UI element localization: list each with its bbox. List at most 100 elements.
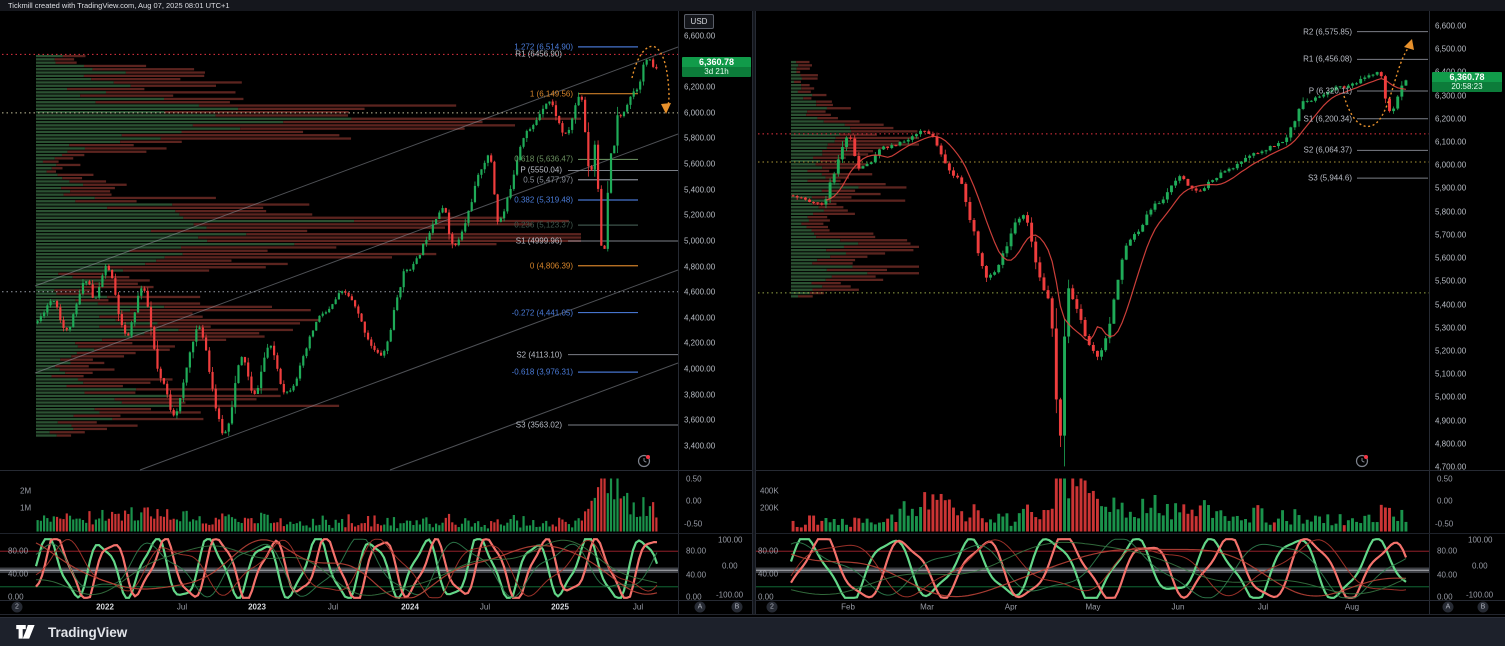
stoch-scale-label: 80.00 — [686, 546, 707, 556]
time-axis-button-2[interactable]: 2 — [11, 601, 23, 613]
fib-level-label[interactable]: 1.272 (6,514.90) — [514, 42, 573, 52]
price-axis-label: 4,200.00 — [684, 338, 716, 348]
currency-toggle-button[interactable]: USD — [684, 14, 714, 29]
pivot-level-label[interactable]: S1 (6,200.34) — [1303, 114, 1352, 124]
oscillator-scale-label: -0.50 — [684, 519, 703, 529]
pivot-level-label[interactable]: S3 (5,944.6) — [1307, 173, 1352, 183]
last-price-badge-right[interactable]: 6,360.78 20:58:23 — [1432, 71, 1502, 93]
footer-bar: TradingView — [0, 617, 1505, 646]
time-axis-button-b[interactable]: B — [1477, 601, 1489, 613]
price-axis-label: 5,600.00 — [684, 159, 716, 169]
pivot-level-label[interactable]: R1 (6,456.08) — [1303, 54, 1352, 64]
oscillator-scale-label: 0.00 — [686, 496, 702, 506]
time-axis-label: 2024 — [401, 602, 419, 612]
stoch-scale-label: 0.00 — [1437, 592, 1453, 602]
stoch-outer-scale-label: 100.00 — [718, 535, 743, 545]
oscillator-scale-label: 0.50 — [686, 474, 702, 484]
price-axis-label: 6,600.00 — [1435, 21, 1467, 31]
pivot-level-label[interactable]: S1 (4999.96) — [515, 236, 562, 246]
price-axis-label: 3,400.00 — [684, 441, 716, 451]
price-axis-label: 5,800.00 — [1435, 207, 1467, 217]
stoch-outer-scale-label: -100.00 — [1466, 590, 1494, 600]
price-axis-label: 4,600.00 — [684, 287, 716, 297]
chart-header-bar: Tickmill created with TradingView.com, A… — [0, 0, 1505, 11]
time-axis-button-b[interactable]: B — [731, 601, 743, 613]
last-price-value: 6,360.78 — [682, 56, 751, 68]
pivot-level-label[interactable]: R1 (6456.90) — [515, 49, 562, 59]
stoch-scale-label: 40.00 — [758, 569, 779, 579]
time-axis-label: 2023 — [248, 602, 266, 612]
pivot-level-label[interactable]: S2 (6,064.37) — [1303, 145, 1352, 155]
price-axis-label: 3,600.00 — [684, 415, 716, 425]
pivot-level-label[interactable]: S3 (3563.02) — [515, 420, 562, 430]
fib-level-label[interactable]: 0.618 (5,636.47) — [514, 154, 573, 164]
fib-level-label[interactable]: 0 (4,806.39) — [529, 261, 573, 271]
price-axis-label: 5,200.00 — [684, 210, 716, 220]
fib-level-label[interactable]: 0.382 (5,319.48) — [514, 195, 573, 205]
pivot-level-label[interactable]: S2 (4113.10) — [516, 350, 562, 360]
price-axis-label: 6,000.00 — [684, 108, 716, 118]
stoch-scale-label: 40.00 — [686, 570, 707, 580]
price-axis-label: 4,800.00 — [1435, 439, 1467, 449]
time-axis-button-a[interactable]: A — [694, 601, 706, 613]
last-price-badge-left[interactable]: 6,360.78 3d 21h — [682, 56, 751, 78]
price-axis-label: 5,400.00 — [684, 185, 716, 195]
time-axis-button-a[interactable]: A — [1442, 601, 1454, 613]
time-axis-label: 2025 — [551, 602, 569, 612]
fib-level-label[interactable]: -0.272 (4,441.05) — [511, 308, 573, 318]
price-axis-label: 6,200.00 — [1435, 114, 1467, 124]
volume-scale-label: 1M — [20, 503, 32, 513]
stoch-outer-scale-label: 0.00 — [1472, 561, 1488, 571]
stoch-outer-scale-label: -100.00 — [716, 590, 744, 600]
time-axis-label: Jul — [327, 602, 339, 612]
price-axis-label: 4,700.00 — [1435, 462, 1467, 472]
oscillator-scale-label: 0.50 — [1437, 474, 1453, 484]
stoch-outer-scale-label: 0.00 — [722, 561, 738, 571]
time-axis-label: Apr — [1004, 602, 1018, 612]
stoch-scale-label: 0.00 — [758, 592, 774, 602]
price-axis-label: 3,800.00 — [684, 390, 716, 400]
volume-scale-label: 400K — [760, 486, 779, 496]
price-axis-label: 4,400.00 — [684, 313, 716, 323]
time-axis-label: 2022 — [96, 602, 114, 612]
time-axis-button-2[interactable]: 2 — [766, 601, 778, 613]
stoch-scale-label: 0.00 — [8, 592, 24, 602]
stoch-scale-label: 80.00 — [1437, 546, 1458, 556]
header-title: Tickmill created with TradingView.com, A… — [8, 1, 230, 10]
price-axis-label: 6,100.00 — [1435, 137, 1467, 147]
pivot-level-label[interactable]: P (5550.04) — [520, 165, 562, 175]
tradingview-logo-link[interactable]: TradingView — [16, 624, 128, 640]
pivot-level-label[interactable]: R2 (6,575.85) — [1303, 27, 1352, 37]
time-axis-label: Jul — [176, 602, 188, 612]
time-axis-label: Jul — [479, 602, 491, 612]
volume-scale-label: 2M — [20, 486, 32, 496]
last-price-value: 6,360.78 — [1432, 71, 1502, 83]
volume-scale-label: 200K — [760, 503, 779, 513]
price-axis-label: 6,600.00 — [684, 31, 716, 41]
time-axis-label: Aug — [1344, 602, 1360, 612]
price-axis-label: 5,300.00 — [1435, 323, 1467, 333]
time-axis-label: May — [1085, 602, 1101, 612]
tradingview-wordmark: TradingView — [48, 624, 128, 640]
time-axis-label: Mar — [920, 602, 934, 612]
fib-level-label[interactable]: -0.618 (3,976.31) — [511, 367, 573, 377]
price-axis-label: 5,100.00 — [1435, 369, 1467, 379]
price-axis-label: 5,000.00 — [684, 236, 716, 246]
price-axis-label: 4,900.00 — [1435, 416, 1467, 426]
price-axis-label: 5,900.00 — [1435, 183, 1467, 193]
stoch-scale-label: 0.00 — [686, 592, 702, 602]
price-axis-label: 5,400.00 — [1435, 300, 1467, 310]
time-axis-label: Feb — [841, 602, 855, 612]
price-axis-label: 5,700.00 — [1435, 230, 1467, 240]
fib-level-label[interactable]: 0.236 (5,123.37) — [514, 220, 573, 230]
fib-level-label[interactable]: 1 (6,149.56) — [529, 89, 573, 99]
stoch-outer-scale-label: 100.00 — [1468, 535, 1493, 545]
bar-countdown: 20:58:23 — [1432, 82, 1502, 93]
price-axis-label: 5,800.00 — [684, 133, 716, 143]
fib-level-label[interactable]: 0.5 (5,477.97) — [523, 175, 573, 185]
time-axis-label: Jul — [1257, 602, 1269, 612]
price-axis-label: 6,000.00 — [1435, 160, 1467, 170]
pivot-level-label[interactable]: P (6,320.11) — [1308, 86, 1352, 96]
